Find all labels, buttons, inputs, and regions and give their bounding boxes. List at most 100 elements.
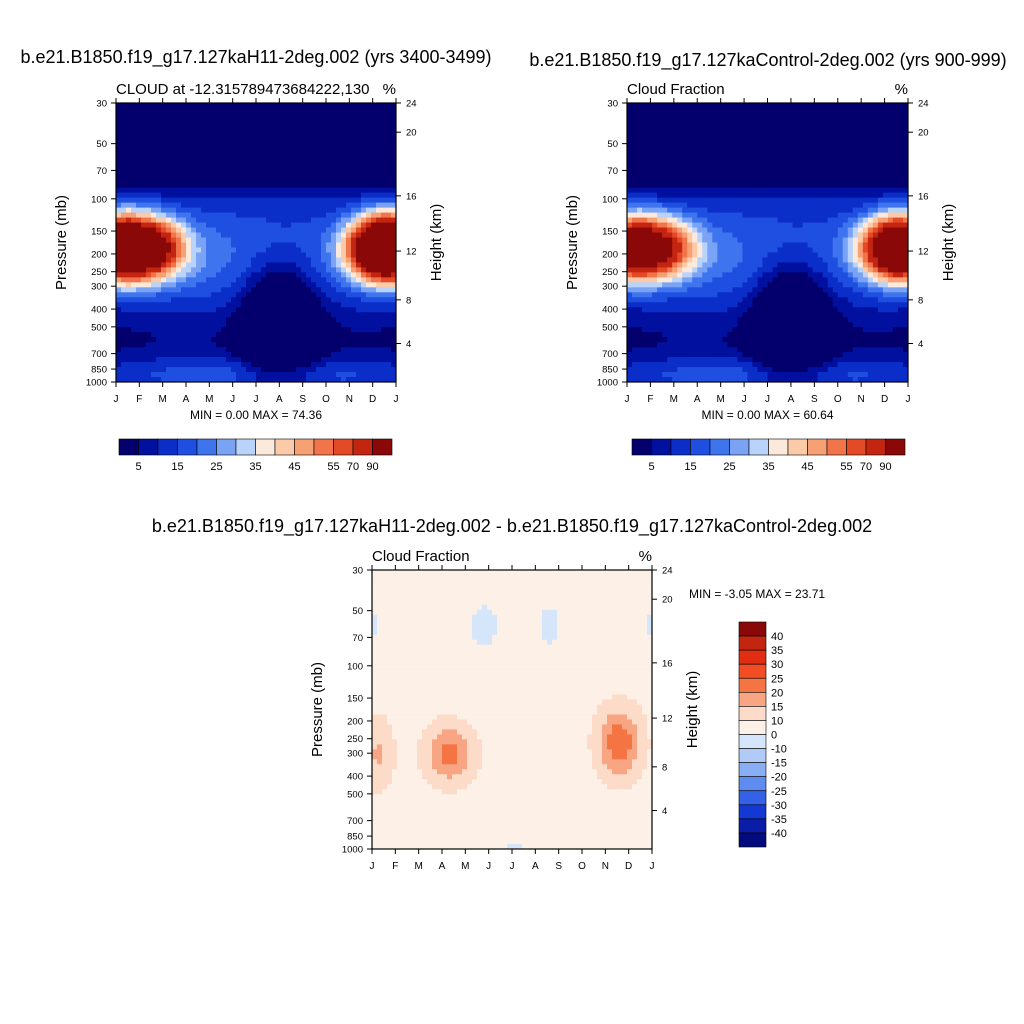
field-cell — [732, 137, 738, 144]
field-cell — [311, 337, 317, 343]
field-cell — [251, 137, 257, 144]
field-cell — [326, 267, 332, 273]
field-cell — [271, 257, 277, 264]
field-cell — [807, 237, 814, 244]
field-cell — [782, 252, 789, 259]
field-cell — [371, 342, 377, 348]
field-cell — [306, 257, 312, 264]
field-cell — [266, 197, 272, 204]
field-cell — [266, 322, 272, 328]
field-cell — [371, 152, 377, 159]
field-cell — [331, 162, 337, 169]
field-cell — [381, 277, 387, 283]
field-cell — [882, 177, 889, 184]
field-cell — [286, 167, 292, 174]
field-cell — [346, 307, 352, 313]
field-cell — [181, 237, 187, 244]
field-cell — [176, 362, 182, 368]
field-cell — [887, 152, 894, 159]
field-cell — [176, 262, 182, 269]
field-cell — [627, 227, 633, 234]
field-cell — [772, 152, 779, 159]
field-cell — [742, 127, 749, 134]
field-cell — [376, 212, 382, 219]
field-cell — [286, 147, 292, 154]
field-cell — [336, 232, 342, 239]
field-cell — [371, 287, 377, 293]
field-cell — [136, 187, 142, 194]
field-cell — [662, 252, 668, 259]
colorbar-label: 15 — [171, 461, 183, 473]
field-cell — [211, 357, 217, 363]
field-cell — [201, 302, 207, 308]
field-cell — [827, 197, 834, 204]
field-cell — [331, 217, 337, 224]
field-cell — [216, 237, 222, 244]
field-cell — [206, 247, 212, 254]
colorbar-label: 55 — [327, 461, 339, 473]
field-cell — [276, 322, 282, 328]
field-cell — [271, 127, 277, 134]
field-cell — [276, 292, 282, 298]
field-cell — [652, 137, 658, 144]
field-cell — [356, 103, 362, 109]
field-cell — [762, 103, 769, 109]
field-cell — [897, 182, 904, 189]
field-cell — [351, 162, 357, 169]
field-cell — [887, 202, 894, 209]
y-right-axis-label: Height (km) — [428, 204, 445, 282]
field-cell — [141, 237, 147, 244]
field-cell — [862, 152, 869, 159]
field-cell — [677, 197, 683, 204]
field-cell — [872, 142, 879, 149]
field-cell — [812, 237, 819, 244]
field-cell — [897, 222, 904, 229]
field-cell — [827, 167, 834, 174]
field-cell — [356, 342, 362, 348]
field-cell — [311, 257, 317, 264]
field-cell — [171, 342, 177, 348]
field-cell — [311, 212, 317, 219]
field-cell — [251, 307, 257, 313]
field-cell — [236, 267, 242, 273]
field-cell — [276, 317, 282, 323]
field-cell — [171, 322, 177, 328]
field-cell — [191, 187, 197, 194]
field-cell — [126, 342, 132, 348]
field-cell — [301, 377, 307, 382]
field-cell — [336, 302, 342, 308]
field-cell — [321, 277, 327, 283]
field-cell — [186, 132, 192, 139]
field-cell — [366, 302, 372, 308]
field-cell — [827, 247, 834, 254]
field-cell — [211, 182, 217, 189]
field-cell — [712, 212, 718, 219]
field-cell — [151, 162, 157, 169]
field-cell — [652, 247, 658, 254]
field-cell — [642, 207, 648, 214]
field-cell — [627, 152, 633, 159]
field-cell — [191, 237, 197, 244]
field-cell — [306, 142, 312, 149]
field-cell — [742, 207, 749, 214]
field-cell — [747, 242, 754, 249]
field-cell — [652, 252, 658, 259]
field-cell — [627, 197, 633, 204]
field-cell — [306, 147, 312, 154]
field-cell — [146, 177, 152, 184]
field-cell — [341, 247, 347, 254]
field-cell — [131, 282, 137, 288]
field-cell — [782, 197, 789, 204]
field-cell — [321, 222, 327, 229]
field-cell — [311, 352, 317, 358]
field-cell — [847, 112, 854, 119]
field-cell — [712, 182, 718, 189]
field-cell — [186, 367, 192, 373]
field-cell — [321, 357, 327, 363]
field-cell — [236, 127, 242, 134]
field-cell — [221, 122, 227, 129]
field-cell — [146, 272, 152, 278]
field-cell — [321, 307, 327, 313]
field-cell — [356, 257, 362, 264]
field-cell — [276, 117, 282, 124]
